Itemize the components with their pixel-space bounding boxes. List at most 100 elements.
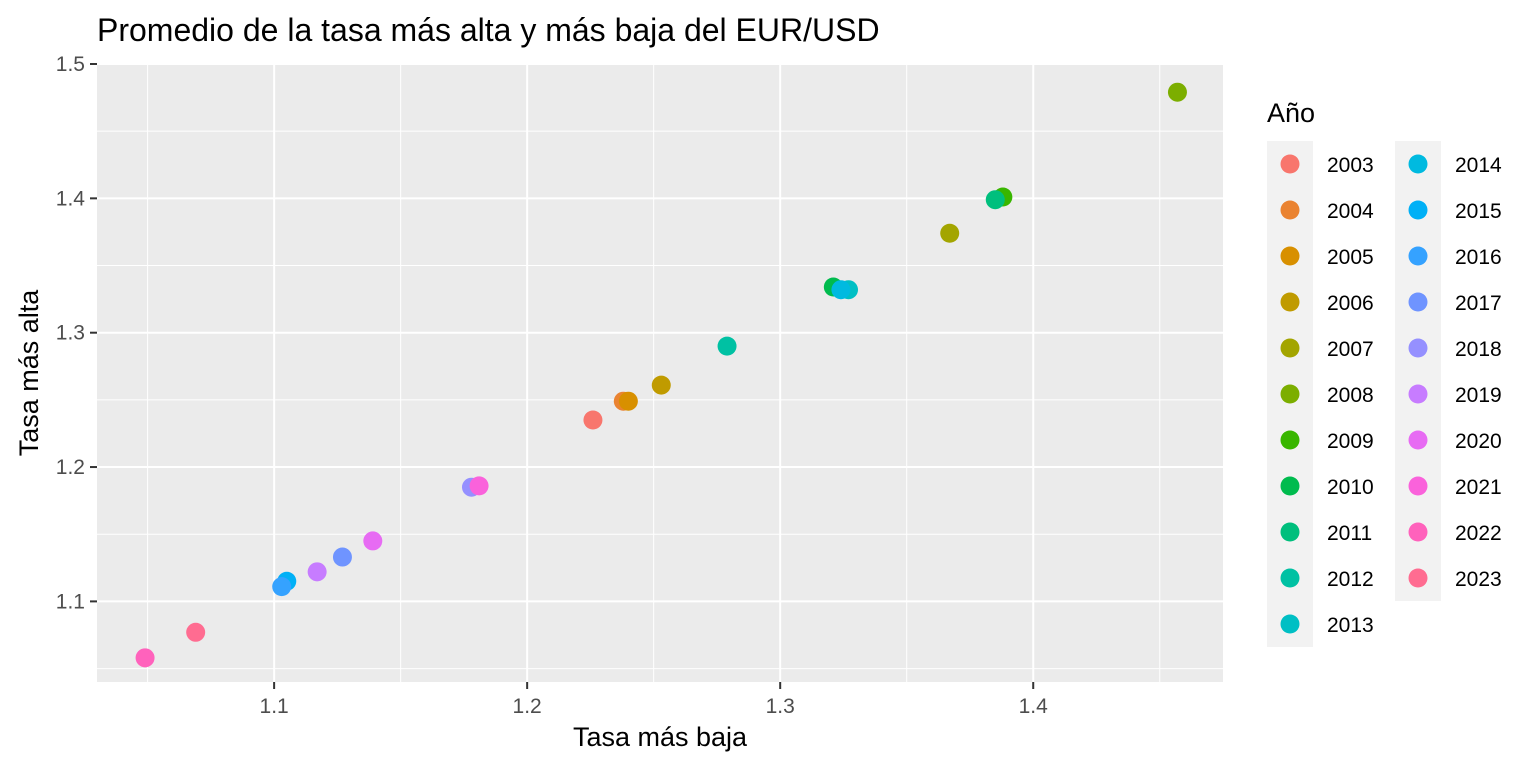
legend-item-2010: 2010 — [1267, 463, 1374, 509]
data-point-2017 — [332, 547, 352, 567]
data-point-2007 — [940, 223, 960, 243]
x-tick-label: 1.4 — [1019, 695, 1049, 718]
x-tick-label: 1.3 — [766, 695, 795, 718]
legend-item-2022: 2022 — [1395, 509, 1502, 555]
legend-swatch — [1280, 154, 1300, 174]
legend-swatch — [1280, 476, 1300, 496]
legend-swatch — [1408, 476, 1428, 496]
y-tick-label: 1.5 — [56, 53, 85, 76]
y-axis-tick-labels: 1.1 1.2 1.3 1.4 1.5 — [56, 53, 86, 613]
legend-item-2023: 2023 — [1395, 555, 1502, 601]
minor-gridlines — [97, 64, 1223, 682]
legend-label: 2003 — [1327, 154, 1374, 177]
legend-swatch — [1408, 246, 1428, 266]
axis-ticks — [90, 63, 1035, 689]
data-point-2019 — [307, 562, 327, 582]
legend-label: 2015 — [1455, 200, 1502, 223]
legend-swatch — [1408, 568, 1428, 588]
y-tick-label: 1.2 — [56, 456, 85, 479]
legend-label: 2014 — [1455, 154, 1502, 177]
legend-item-2009: 2009 — [1267, 417, 1374, 463]
data-points — [135, 82, 1187, 668]
legend-item-2008: 2008 — [1267, 371, 1374, 417]
legend-swatch — [1280, 200, 1300, 220]
y-tick-label: 1.1 — [56, 590, 85, 613]
legend-swatch — [1408, 430, 1428, 450]
data-point-2008 — [1167, 82, 1187, 102]
major-gridlines — [97, 63, 1223, 682]
legend-label: 2005 — [1327, 246, 1374, 269]
legend-item-2015: 2015 — [1395, 187, 1502, 233]
legend-swatch — [1280, 384, 1300, 404]
legend-label: 2013 — [1327, 614, 1374, 637]
legend-swatch — [1408, 200, 1428, 220]
legend-item-2011: 2011 — [1267, 509, 1372, 555]
data-point-2023 — [186, 622, 206, 642]
data-point-2005 — [618, 391, 638, 411]
legend-label: 2023 — [1455, 568, 1502, 591]
legend-label: 2020 — [1455, 430, 1502, 453]
chart-title: Promedio de la tasa más alta y más baja … — [97, 12, 880, 48]
legend-label: 2018 — [1455, 338, 1502, 361]
data-point-2016 — [272, 577, 292, 597]
legend-swatch — [1280, 430, 1300, 450]
legend-label: 2009 — [1327, 430, 1374, 453]
legend-swatch — [1280, 522, 1300, 542]
legend-label: 2016 — [1455, 246, 1502, 269]
x-axis-title: Tasa más baja — [573, 722, 748, 752]
data-point-2021 — [469, 476, 489, 496]
legend-swatch — [1408, 522, 1428, 542]
legend-label: 2006 — [1327, 292, 1374, 315]
legend: Año 2003 2004 2005 2006 2007 2008 2009 2010 2011… — [1267, 98, 1502, 647]
legend-swatch — [1280, 338, 1300, 358]
data-point-2020 — [363, 531, 383, 551]
data-point-2006 — [651, 375, 671, 395]
legend-item-2007: 2007 — [1267, 325, 1374, 371]
legend-item-2005: 2005 — [1267, 233, 1374, 279]
legend-title: Año — [1267, 98, 1315, 128]
x-axis-tick-labels: 1.1 1.2 1.3 1.4 — [260, 695, 1049, 718]
y-axis-title: Tasa más alta — [14, 289, 44, 457]
legend-label: 2012 — [1327, 568, 1374, 591]
legend-swatch — [1280, 568, 1300, 588]
x-tick-label: 1.1 — [260, 695, 289, 718]
legend-label: 2010 — [1327, 476, 1374, 499]
plot-panel — [97, 64, 1223, 682]
legend-item-2017: 2017 — [1395, 279, 1502, 325]
legend-item-2018: 2018 — [1395, 325, 1502, 371]
legend-swatch — [1280, 614, 1300, 634]
legend-item-2020: 2020 — [1395, 417, 1502, 463]
legend-swatch — [1408, 292, 1428, 312]
data-point-2012 — [717, 336, 737, 356]
legend-label: 2004 — [1327, 200, 1374, 223]
y-tick-label: 1.4 — [56, 187, 86, 210]
y-tick-label: 1.3 — [56, 322, 85, 345]
data-point-2014 — [831, 280, 851, 300]
legend-label: 2022 — [1455, 522, 1502, 545]
legend-item-2016: 2016 — [1395, 233, 1502, 279]
legend-item-2021: 2021 — [1395, 463, 1502, 509]
legend-label: 2017 — [1455, 292, 1502, 315]
legend-swatch — [1408, 384, 1428, 404]
legend-swatch — [1280, 246, 1300, 266]
legend-item-2013: 2013 — [1267, 601, 1374, 647]
legend-label: 2019 — [1455, 384, 1502, 407]
legend-swatch — [1408, 154, 1428, 174]
legend-item-2012: 2012 — [1267, 555, 1374, 601]
legend-item-2004: 2004 — [1267, 187, 1374, 233]
legend-label: 2007 — [1327, 338, 1374, 361]
legend-item-2014: 2014 — [1395, 141, 1502, 187]
data-point-2003 — [583, 410, 603, 430]
legend-swatch — [1280, 292, 1300, 312]
legend-item-2019: 2019 — [1395, 371, 1502, 417]
legend-items: 2003 2004 2005 2006 2007 2008 2009 2010 2011 2012… — [1267, 141, 1502, 647]
legend-swatch — [1408, 338, 1428, 358]
x-tick-label: 1.2 — [513, 695, 542, 718]
legend-item-2003: 2003 — [1267, 141, 1374, 187]
legend-item-2006: 2006 — [1267, 279, 1374, 325]
legend-label: 2011 — [1327, 522, 1372, 545]
data-point-2011 — [985, 190, 1005, 210]
legend-label: 2008 — [1327, 384, 1374, 407]
legend-label: 2021 — [1455, 476, 1502, 499]
